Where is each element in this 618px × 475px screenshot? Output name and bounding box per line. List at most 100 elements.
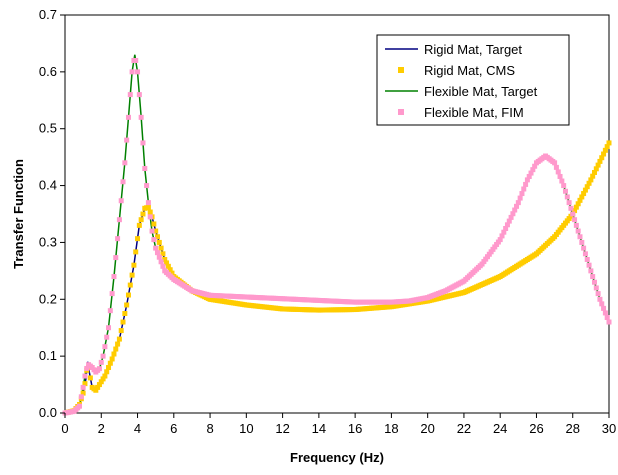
x-tick-label: 18 (384, 421, 398, 436)
data-point (599, 155, 605, 161)
data-point (512, 207, 518, 213)
y-tick-label: 0.6 (39, 64, 57, 79)
data-point (532, 163, 538, 169)
data-point (573, 204, 579, 210)
data-point (497, 237, 503, 243)
data-point (167, 267, 173, 273)
data-point (591, 279, 597, 285)
data-point (135, 236, 141, 242)
data-point (153, 245, 159, 251)
data-point (557, 173, 563, 179)
x-tick-label: 20 (420, 421, 434, 436)
data-point (78, 394, 84, 400)
data-point (122, 311, 128, 316)
data-point (145, 204, 151, 210)
y-tick-label: 0.1 (39, 348, 57, 363)
data-point (156, 254, 162, 260)
x-tick-label: 10 (239, 421, 253, 436)
x-axis-ticks: 0 2 4 6 8 10 12 14 16 18 20 22 24 26 28 30 (61, 413, 616, 436)
data-point (562, 188, 568, 194)
data-point (147, 214, 153, 220)
data-point (581, 245, 587, 251)
data-point (82, 373, 88, 379)
data-point (102, 373, 108, 379)
x-tick-label: 26 (529, 421, 543, 436)
data-point (80, 384, 86, 390)
data-point (579, 239, 585, 245)
data-point (526, 173, 532, 179)
data-point (503, 225, 509, 231)
data-point (120, 179, 126, 185)
data-point (597, 158, 603, 164)
x-tick-label: 0 (61, 421, 68, 436)
data-point (118, 328, 124, 334)
data-point (586, 180, 592, 186)
data-point (145, 200, 151, 206)
y-axis-ticks: 0.0 0.1 0.2 0.3 0.4 0.5 0.6 0.7 (39, 7, 65, 420)
data-point (581, 191, 587, 197)
data-point (561, 183, 567, 189)
data-point (597, 296, 603, 302)
data-point (115, 236, 121, 242)
data-point (572, 208, 578, 214)
data-point (528, 170, 534, 176)
data-point (116, 217, 122, 223)
data-point (573, 222, 579, 228)
data-point (125, 114, 131, 120)
data-point (593, 285, 599, 291)
data-point (553, 164, 559, 170)
data-point (113, 255, 119, 261)
data-point (164, 260, 170, 266)
x-tick-label: 16 (348, 421, 362, 436)
x-tick-label: 22 (457, 421, 471, 436)
data-point (530, 167, 536, 173)
data-point (593, 166, 599, 172)
data-point (582, 251, 588, 257)
data-point (504, 222, 510, 228)
data-point (149, 228, 155, 234)
data-point (521, 186, 527, 192)
data-point (575, 201, 581, 207)
data-point (508, 214, 514, 220)
x-tick-label: 2 (98, 421, 105, 436)
data-point (514, 203, 520, 209)
legend-box (376, 34, 570, 126)
legend: Rigid Mat, Target Rigid Mat, CMS Flexible … (376, 34, 570, 126)
data-point (499, 233, 505, 239)
data-point (82, 381, 88, 387)
data-point (127, 282, 133, 288)
data-point (104, 369, 110, 375)
data-point (154, 234, 160, 240)
legend-swatch-marker (398, 67, 404, 73)
y-tick-label: 0.5 (39, 121, 57, 136)
data-point (566, 200, 572, 206)
data-point (93, 387, 99, 393)
data-point (595, 162, 601, 168)
y-tick-label: 0.7 (39, 7, 57, 22)
x-tick-label: 8 (206, 421, 213, 436)
data-point (568, 205, 574, 211)
data-point (590, 274, 596, 280)
data-point (109, 356, 115, 362)
x-tick-label: 6 (170, 421, 177, 436)
data-point (100, 353, 106, 359)
data-point (588, 177, 594, 183)
data-point (133, 249, 139, 255)
data-point (165, 263, 171, 269)
series-markers-flexible-mat-fim (62, 57, 612, 416)
data-point (136, 222, 142, 228)
data-point (98, 359, 104, 365)
x-tick-label: 12 (275, 421, 289, 436)
data-point (577, 197, 583, 203)
data-point (552, 160, 558, 166)
data-point (102, 344, 108, 350)
data-point (106, 365, 112, 371)
data-point (107, 308, 113, 314)
data-point (515, 200, 521, 206)
y-tick-label: 0.2 (39, 291, 57, 306)
data-point (555, 169, 561, 175)
data-point (77, 403, 83, 409)
data-point (98, 379, 104, 385)
data-point (144, 183, 150, 189)
